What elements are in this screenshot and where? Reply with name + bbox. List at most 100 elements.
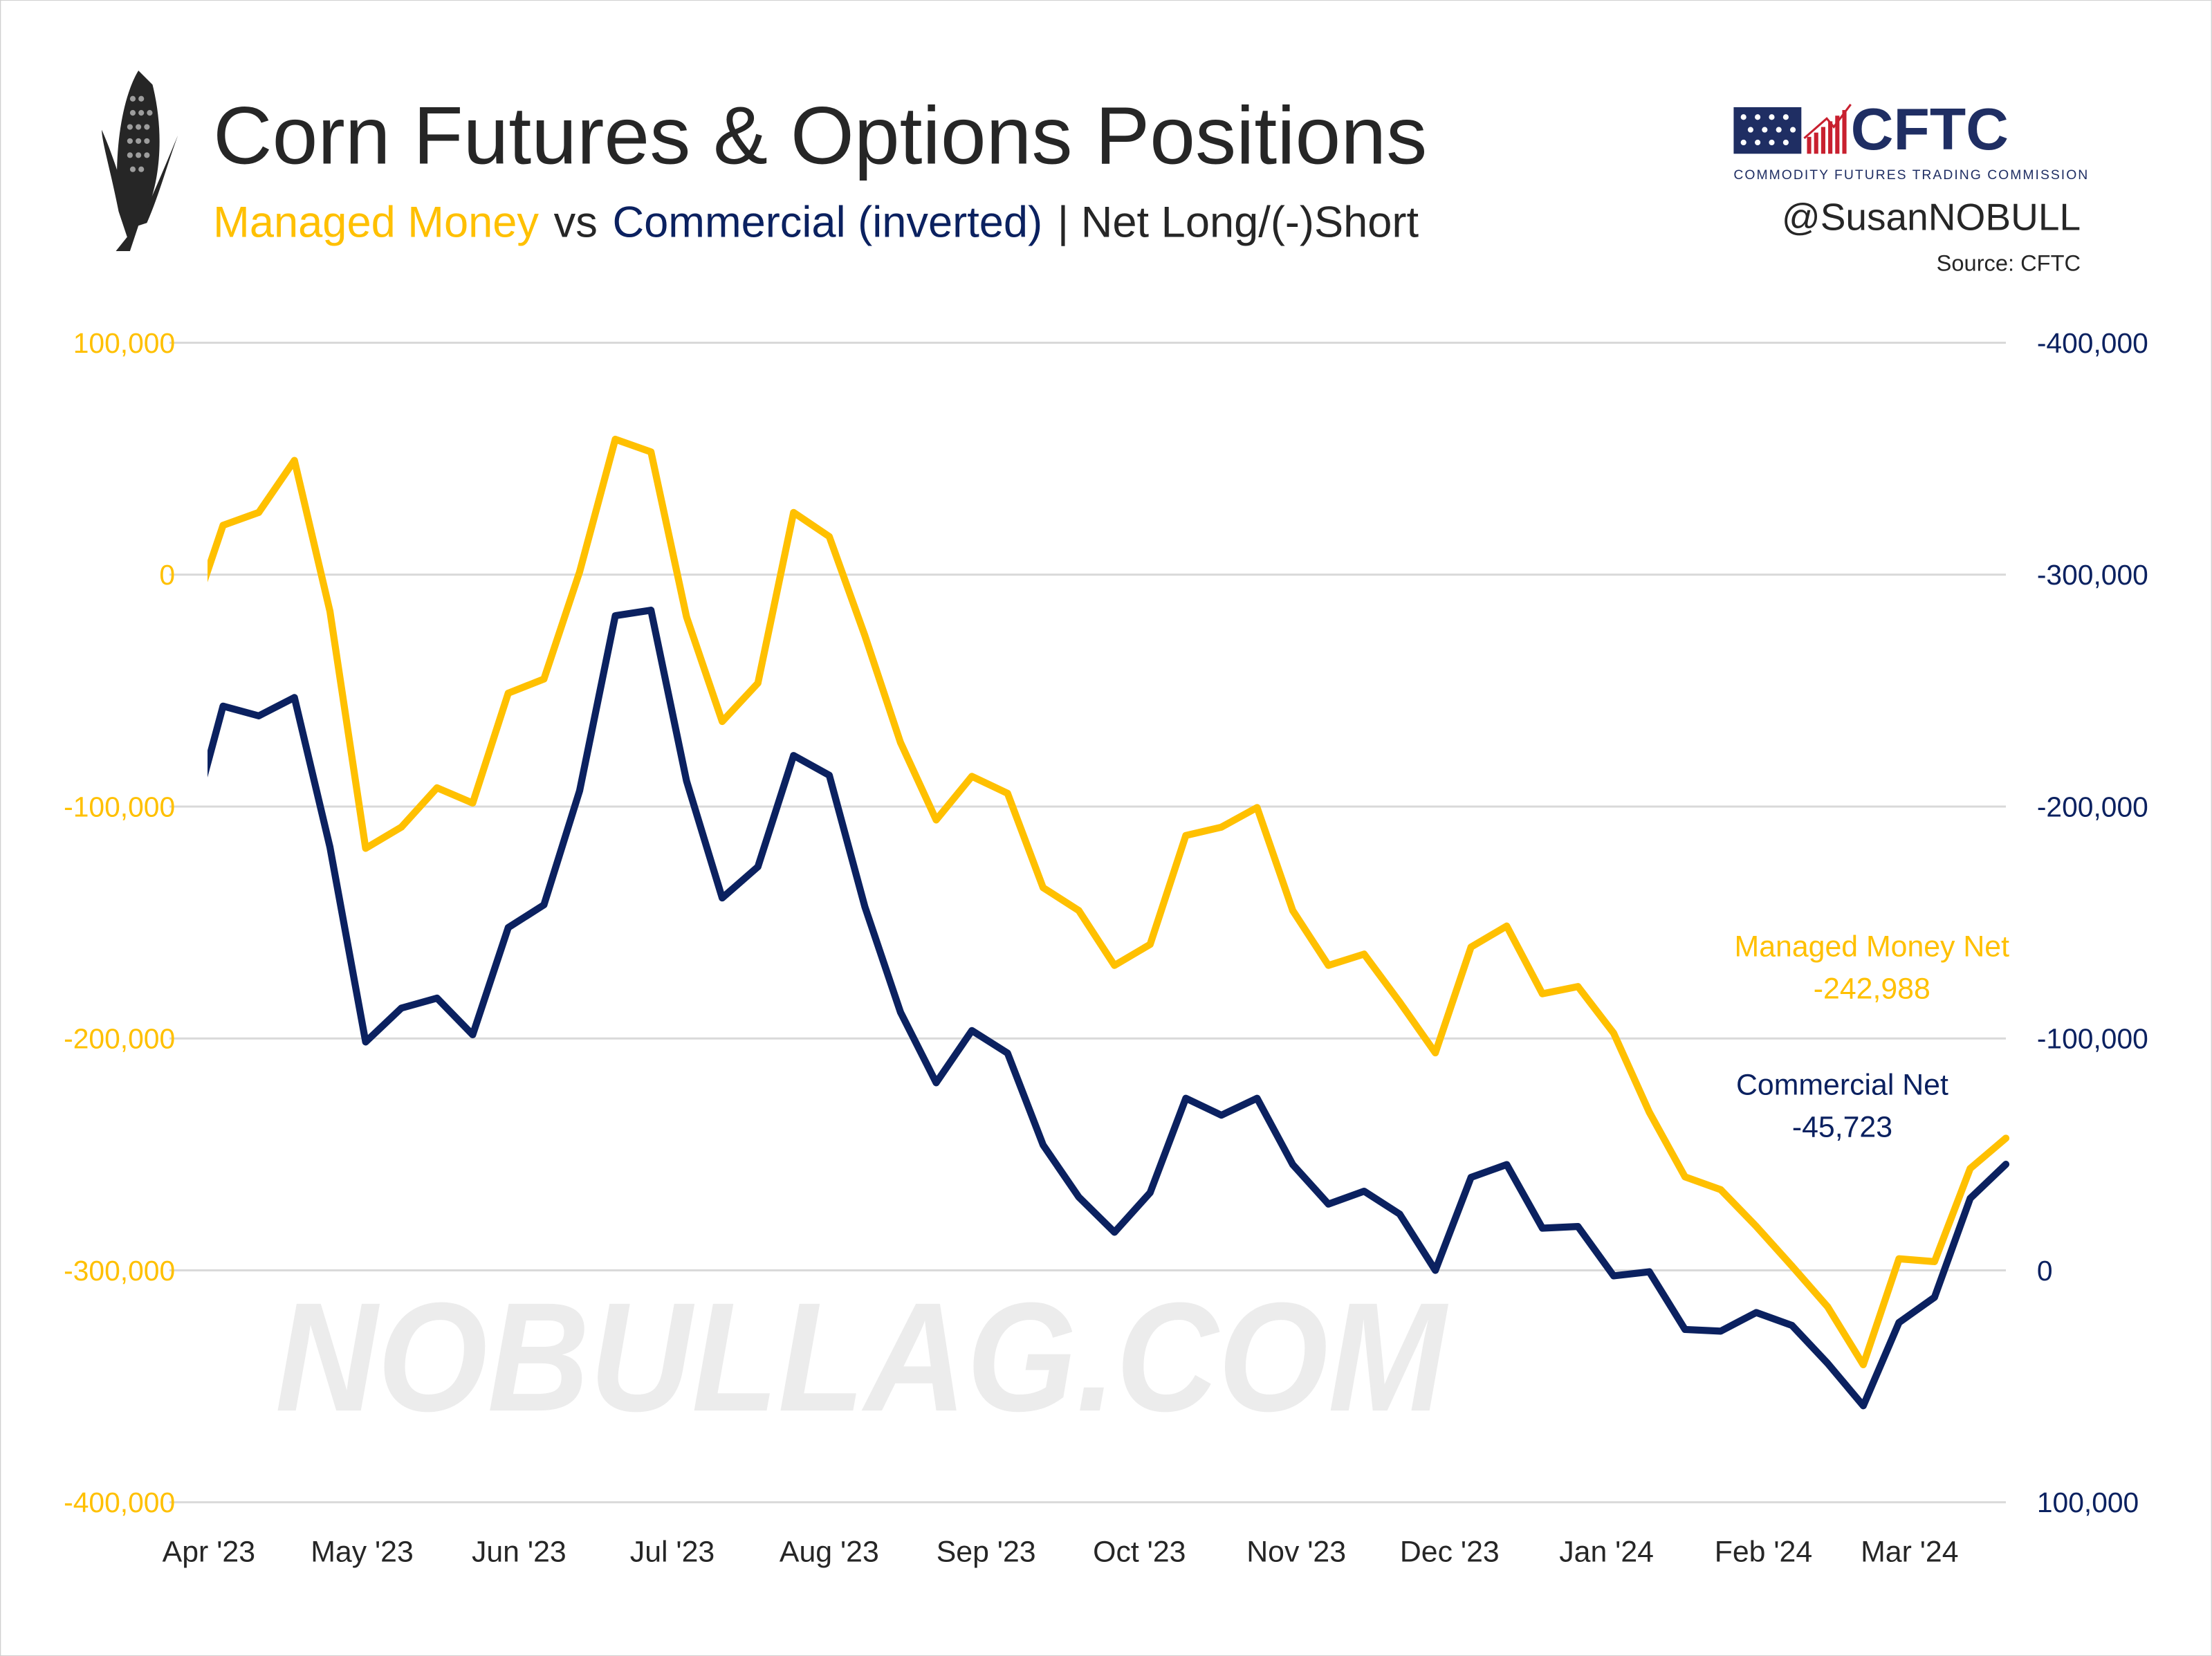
managed-money-point: [1717, 1186, 1724, 1193]
managed-money-point: [647, 448, 654, 456]
commercial-last-value: -45,723: [1792, 1111, 1892, 1144]
x-tick-label: Aug '23: [780, 1535, 879, 1568]
x-tick-label: Sep '23: [937, 1535, 1036, 1568]
x-tick-label: May '23: [311, 1535, 414, 1568]
managed-money-point: [790, 509, 798, 516]
managed-money-point: [255, 509, 262, 516]
commercial-point: [255, 712, 262, 719]
commercial-point: [576, 787, 583, 795]
x-tick-label: Oct '23: [1093, 1535, 1186, 1568]
commercial-point: [1574, 1223, 1582, 1231]
source-note: Source: CFTC: [1937, 250, 2081, 276]
commercial-point: [504, 924, 512, 931]
commercial-point: [968, 1027, 975, 1034]
managed-money-point: [1075, 907, 1082, 914]
commercial-point: [1217, 1112, 1225, 1119]
managed-money-point: [683, 613, 690, 620]
managed-money-point: [932, 816, 940, 824]
subtitle-commercial: Commercial (inverted): [613, 199, 1043, 247]
managed-money-point: [1574, 983, 1582, 991]
managed-money-point: [1859, 1361, 1867, 1368]
managed-money-point: [1253, 804, 1261, 811]
corn-icon: [102, 70, 178, 251]
commercial-point: [1859, 1402, 1867, 1410]
commercial-point: [754, 863, 762, 871]
commercial-point: [2002, 1161, 2009, 1168]
commercial-point: [647, 607, 654, 614]
managed-money-point: [861, 632, 869, 639]
commercial-point: [683, 777, 690, 784]
series-lines: [208, 435, 2010, 1410]
managed-money-point: [1004, 790, 1011, 797]
managed-money-point: [1040, 884, 1047, 892]
right-y-tick-label: -300,000: [2037, 559, 2148, 591]
managed-money-point: [1824, 1303, 1832, 1311]
commercial-point: [1824, 1360, 1832, 1367]
managed-money-point: [1361, 950, 1367, 958]
chart-title: Corn Futures & Options Positions: [213, 91, 1427, 182]
x-tick-label: Jun '23: [472, 1535, 566, 1568]
commercial-point: [1681, 1326, 1688, 1333]
commercial-point: [1753, 1309, 1760, 1316]
commercial-point: [433, 995, 441, 1002]
managed-money-point: [1146, 941, 1154, 948]
right-y-tick-label: -200,000: [2037, 791, 2148, 822]
managed-money-point: [1217, 823, 1225, 831]
managed-money-point: [611, 436, 619, 443]
left-y-tick-label: -400,000: [64, 1487, 175, 1518]
x-axis: Apr '23 May '23 Jun '23 Jul '23 Aug '23 Sep '…: [163, 1535, 1959, 1568]
managed-money-point: [1289, 907, 1296, 914]
commercial-point: [398, 1004, 405, 1012]
commercial-point: [362, 1038, 369, 1046]
managed-money-point: [719, 718, 726, 725]
managed-money-point: [219, 522, 227, 529]
commercial-point: [1396, 1211, 1403, 1217]
commercial-point: [790, 752, 798, 760]
commercial-point: [540, 901, 548, 909]
managed-money-point: [1503, 922, 1511, 930]
managed-money-point: [968, 773, 975, 780]
managed-money-point: [1467, 944, 1475, 951]
managed-money-point: [1610, 1029, 1617, 1037]
managed-money-point: [1432, 1049, 1439, 1056]
commercial-line: [208, 607, 2010, 1410]
right-y-axis: -400,000 -300,000 -200,000 -100,000 0 100,000: [2037, 327, 2148, 1518]
commercial-point: [1931, 1294, 1938, 1301]
managed-money-point: [1753, 1222, 1760, 1230]
managed-money-point: [1182, 832, 1190, 839]
commercial-point: [219, 702, 227, 710]
commercial-point: [1538, 1224, 1546, 1232]
left-y-tick-label: -100,000: [64, 791, 175, 822]
managed-money-point: [1966, 1165, 1974, 1172]
commercial-point: [1111, 1229, 1118, 1236]
logo-text: CFTC: [1851, 96, 2009, 163]
commercial-label: Commercial Net: [1736, 1068, 1948, 1101]
commercial-point: [1646, 1268, 1653, 1276]
managed-money-line: [208, 435, 2010, 1369]
managed-money-point: [1681, 1173, 1688, 1181]
commercial-point: [897, 1009, 904, 1016]
commercial-point: [932, 1079, 940, 1087]
commercial-point: [1146, 1189, 1154, 1197]
x-tick-label: Nov '23: [1246, 1535, 1346, 1568]
right-y-tick-label: 100,000: [2037, 1487, 2139, 1518]
managed-money-point: [1931, 1258, 1938, 1265]
logo-subtext: COMMODITY FUTURES TRADING COMMISSION: [1733, 167, 2087, 183]
commercial-point: [326, 843, 334, 851]
commercial-point: [825, 771, 833, 779]
commercial-point: [1182, 1094, 1190, 1102]
managed-money-point: [1325, 962, 1332, 969]
commercial-point: [1253, 1094, 1261, 1102]
managed-money-point: [1396, 998, 1403, 1006]
x-tick-label: Feb '24: [1715, 1535, 1812, 1568]
stars-icon: [1740, 114, 1796, 146]
commercial-point: [1361, 1188, 1367, 1195]
managed-money-point: [754, 679, 762, 687]
subtitle-managed-money: Managed Money: [213, 199, 539, 247]
commercial-point: [1075, 1193, 1082, 1201]
bar-chart-icon: [1803, 103, 1852, 154]
commercial-point: [1610, 1272, 1617, 1280]
left-y-tick-label: -200,000: [64, 1023, 175, 1055]
right-y-tick-label: 0: [2037, 1255, 2053, 1287]
left-y-tick-label: -300,000: [64, 1255, 175, 1287]
